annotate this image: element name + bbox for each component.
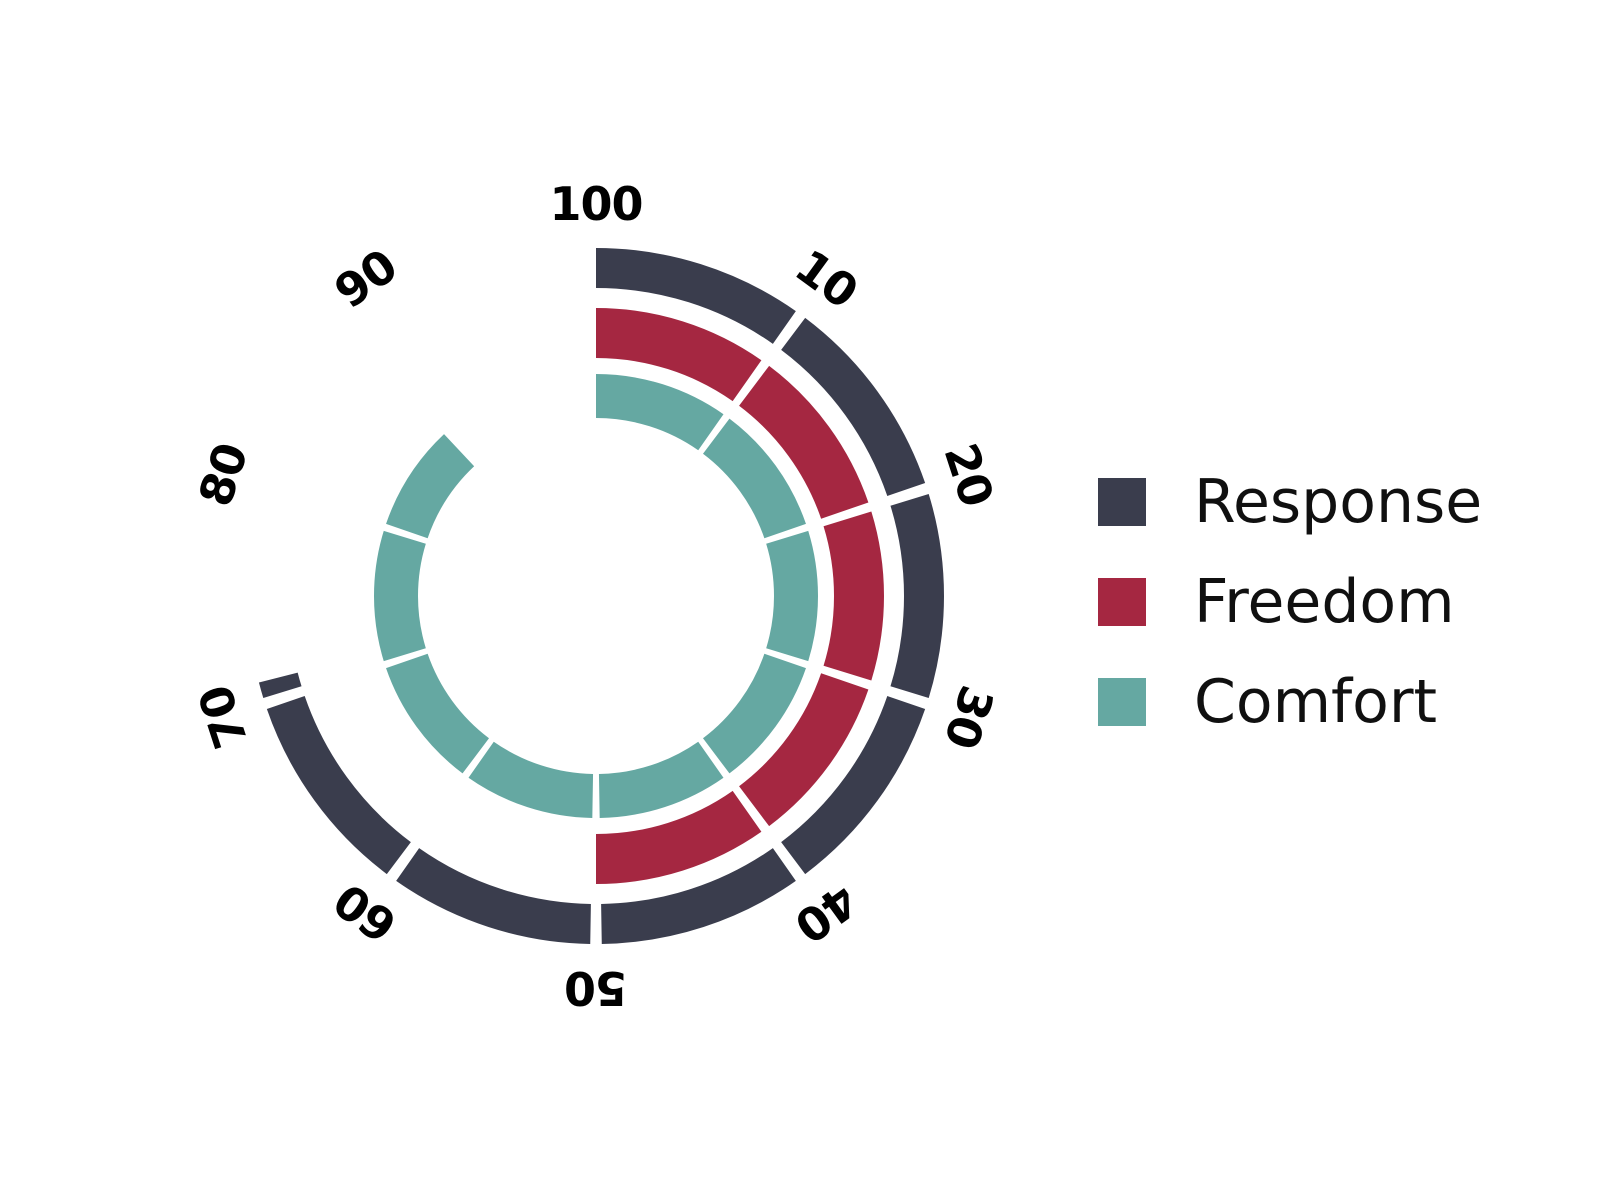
axis-tick-label-50: 50	[565, 961, 627, 1015]
radial-bar-segment-freedom	[739, 365, 869, 519]
axis-tick-label-20: 20	[934, 437, 1005, 513]
radial-bar-segment-response	[890, 493, 944, 699]
legend-item-response[interactable]: Response	[1098, 452, 1528, 552]
radial-bar-segment-comfort	[386, 434, 475, 539]
radial-bar-segment-comfort	[598, 741, 724, 818]
legend-swatch-freedom	[1098, 578, 1146, 626]
radial-bar-segment-response	[601, 848, 796, 944]
radial-bar-segment-comfort	[702, 418, 806, 539]
axis-tick-label-10: 10	[785, 239, 867, 319]
radial-bar-segment-comfort	[702, 653, 806, 774]
radial-bar-segment-freedom	[596, 308, 762, 402]
legend-label-comfort: Comfort	[1194, 667, 1438, 737]
legend-label-response: Response	[1194, 467, 1483, 537]
radial-bar-segment-comfort	[386, 653, 490, 774]
legend-label-freedom: Freedom	[1194, 567, 1455, 637]
axis-tick-label-80: 80	[188, 437, 259, 513]
radial-bar-segment-response	[596, 248, 796, 344]
radial-bar-segment-response	[781, 696, 926, 875]
radial-bar-segment-freedom	[596, 790, 762, 884]
chart-legend: Response Freedom Comfort	[1098, 452, 1528, 752]
axis-tick-label-40: 40	[785, 873, 867, 953]
axis-tick-label-100: 100	[549, 177, 642, 231]
radial-bar-segment-response	[266, 696, 411, 875]
radial-bar-segment-comfort	[766, 530, 819, 662]
arc-layer	[258, 248, 944, 944]
legend-item-comfort[interactable]: Comfort	[1098, 652, 1528, 752]
axis-tick-label-70: 70	[188, 679, 259, 755]
radial-bar-segment-comfort	[374, 530, 426, 662]
radial-bar-segment-response	[258, 672, 302, 699]
axis-tick-label-60: 60	[325, 873, 407, 953]
radial-bar-segment-response	[396, 848, 591, 944]
radial-bar-segment-freedom	[739, 673, 869, 827]
legend-item-freedom[interactable]: Freedom	[1098, 552, 1528, 652]
legend-swatch-response	[1098, 478, 1146, 526]
legend-swatch-comfort	[1098, 678, 1146, 726]
axis-tick-label-30: 30	[934, 679, 1005, 755]
radial-bar-segment-comfort	[596, 374, 724, 451]
axis-tick-label-90: 90	[325, 239, 407, 319]
radial-bar-segment-freedom	[823, 511, 884, 681]
radial-bar-segment-comfort	[468, 741, 594, 818]
radial-bar-segment-response	[781, 317, 926, 496]
